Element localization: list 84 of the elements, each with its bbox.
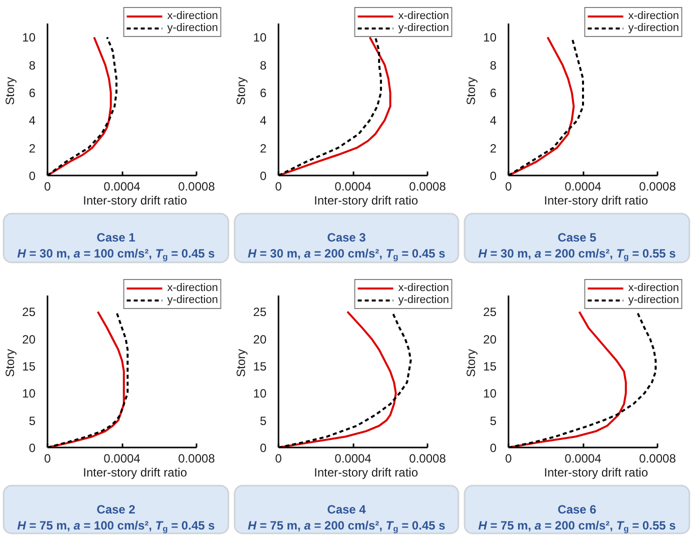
y-tick-label: 0 — [260, 441, 267, 455]
y-tick-label: 4 — [28, 114, 36, 128]
legend-label: x-direction — [167, 282, 218, 294]
x-axis-title: Inter-story drift ratio — [314, 194, 418, 208]
x-axis-title: Inter-story drift ratio — [82, 194, 188, 208]
y-tick-label: 2 — [260, 141, 267, 156]
y-tick-label: 8 — [28, 58, 36, 72]
y-tick-label: 0 — [490, 441, 497, 455]
y-tick-label: 0 — [260, 169, 267, 183]
y-axis-title: Story — [464, 348, 478, 378]
legend-label: y-direction — [628, 22, 679, 34]
text: Case 1 — [96, 230, 136, 244]
x-tick-label: 0 — [44, 452, 52, 466]
y-tick-label: 10 — [253, 30, 267, 45]
x-tick-label: 0 — [275, 452, 282, 466]
x-tick-label: 0.0008 — [639, 452, 676, 466]
legend-label: x-direction — [628, 10, 679, 22]
y-tick-label: 0 — [28, 441, 36, 455]
y-axis-title: Story — [3, 348, 18, 378]
x-tick-label: 0.0004 — [334, 180, 372, 194]
x-tick-label: 0.0008 — [409, 180, 446, 194]
text: Case 4 — [327, 502, 366, 516]
y-tick-label: 15 — [483, 360, 497, 374]
y-tick-label: 25 — [22, 305, 36, 320]
y-tick-label: 8 — [260, 58, 267, 72]
x-tick-label: 0.0004 — [564, 452, 602, 466]
text: Case 5 — [558, 230, 597, 244]
x-axis-title: Inter-story drift ratio — [544, 466, 648, 480]
x-tick-label: 0.0008 — [178, 180, 216, 194]
x-tick-label: 0 — [505, 180, 512, 194]
y-axis-title: Story — [3, 76, 18, 106]
y-tick-label: 5 — [260, 414, 267, 428]
x-tick-label: 0 — [505, 452, 512, 466]
x-tick-label: 0.0004 — [104, 180, 141, 194]
y-tick-label: 15 — [22, 360, 36, 374]
x-tick-label: 0.0004 — [334, 452, 372, 466]
legend-label: x-direction — [628, 282, 679, 294]
y-tick-label: 0 — [490, 169, 497, 183]
x-tick-label: 0 — [44, 180, 52, 194]
legend-label: x-direction — [167, 10, 218, 22]
y-tick-label: 10 — [22, 386, 36, 401]
x-tick-label: 0.0008 — [178, 452, 216, 466]
legend-label: y-direction — [398, 22, 449, 34]
x-tick-label: 0.0004 — [104, 452, 141, 466]
y-tick-label: 4 — [260, 114, 267, 128]
y-tick-label: 15 — [253, 360, 267, 374]
x-tick-label: 0.0008 — [639, 180, 676, 194]
y-tick-label: 10 — [22, 30, 36, 45]
x-axis-title: Inter-story drift ratio — [82, 466, 188, 480]
y-tick-label: 20 — [253, 332, 267, 346]
y-axis-title: Story — [234, 76, 248, 106]
y-tick-label: 20 — [22, 332, 36, 346]
y-tick-label: 8 — [490, 58, 497, 72]
x-tick-label: 0.0004 — [564, 180, 602, 194]
y-tick-label: 6 — [490, 86, 497, 100]
y-axis-title: Story — [464, 76, 478, 106]
legend-label: y-direction — [628, 294, 679, 306]
x-axis-title: Inter-story drift ratio — [314, 466, 418, 480]
x-axis-title: Inter-story drift ratio — [544, 194, 648, 208]
legend-label: x-direction — [398, 282, 449, 294]
y-tick-label: 10 — [483, 386, 497, 401]
text: Case 2 — [96, 502, 136, 516]
legend-label: x-direction — [398, 10, 449, 22]
y-tick-label: 6 — [28, 86, 36, 100]
y-axis-title: Story — [234, 348, 248, 378]
y-tick-label: 20 — [483, 332, 497, 346]
legend-label: y-direction — [398, 294, 449, 306]
x-tick-label: 0 — [275, 180, 282, 194]
y-tick-label: 2 — [28, 141, 36, 156]
text: Case 6 — [558, 502, 597, 516]
y-tick-label: 10 — [253, 386, 267, 401]
y-tick-label: 0 — [28, 169, 36, 183]
y-tick-label: 10 — [483, 30, 497, 45]
x-tick-label: 0.0008 — [409, 452, 446, 466]
legend-label: y-direction — [167, 22, 218, 34]
y-tick-label: 25 — [483, 305, 497, 320]
y-tick-label: 5 — [490, 414, 497, 428]
y-tick-label: 2 — [490, 141, 497, 156]
y-tick-label: 25 — [253, 305, 267, 320]
y-tick-label: 6 — [260, 86, 267, 100]
y-tick-label: 5 — [28, 414, 36, 428]
y-tick-label: 4 — [490, 114, 497, 128]
text: Case 3 — [327, 230, 366, 244]
legend-label: y-direction — [167, 294, 218, 306]
